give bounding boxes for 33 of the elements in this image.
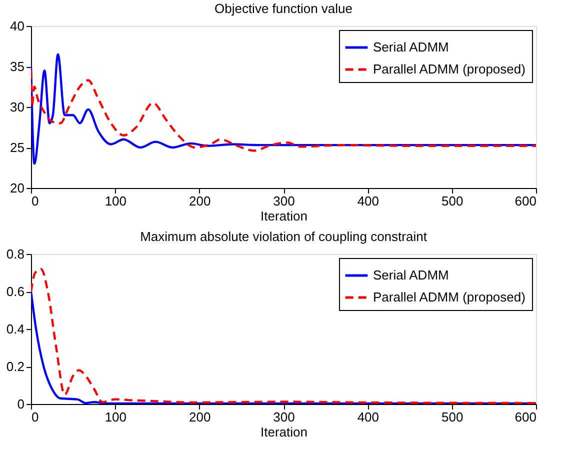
x-tick-label: 500 — [441, 410, 464, 424]
y-tick-label: 20 — [10, 180, 24, 196]
x-axis-title: Iteration — [260, 424, 308, 440]
chart-title: Objective function value — [214, 1, 353, 16]
x-tick-label: 600 — [514, 410, 536, 424]
x-tick-label: 100 — [104, 194, 127, 208]
legend-label: Serial ADMM — [373, 268, 449, 282]
x-tick-label: 0 — [32, 410, 39, 424]
x-tick-label: 300 — [273, 410, 295, 424]
y-tick-label: 35 — [10, 59, 24, 74]
legend-label: Serial ADMM — [373, 40, 449, 54]
x-tick-label: 200 — [188, 410, 211, 424]
y-tick-label: 30 — [10, 100, 24, 114]
x-tick-label: 600 — [514, 194, 536, 208]
y-tick-label: 40 — [10, 18, 24, 34]
x-tick-label: 400 — [357, 194, 380, 208]
x-axis-title: Iteration — [260, 208, 308, 224]
chart-title: Maximum absolute violation of coupling constraint — [140, 229, 428, 244]
x-tick-label: 0 — [32, 194, 39, 208]
legend-label: Parallel ADMM (proposed) — [373, 62, 526, 76]
x-tick-label: 400 — [357, 410, 380, 424]
x-tick-label: 200 — [188, 194, 211, 208]
line-series — [31, 53, 536, 165]
y-tick-label: 0.4 — [6, 322, 24, 336]
x-tick-label: 100 — [104, 410, 127, 424]
x-tick-label: 500 — [441, 194, 464, 208]
y-tick-label: 0 — [17, 396, 24, 412]
legend-label: Parallel ADMM (proposed) — [373, 290, 526, 304]
y-tick-label: 0.8 — [6, 246, 24, 262]
y-tick-label: 0.6 — [6, 284, 24, 299]
y-tick-label: 0.2 — [6, 359, 24, 374]
x-tick-label: 300 — [273, 194, 295, 208]
y-tick-label: 25 — [10, 140, 24, 155]
